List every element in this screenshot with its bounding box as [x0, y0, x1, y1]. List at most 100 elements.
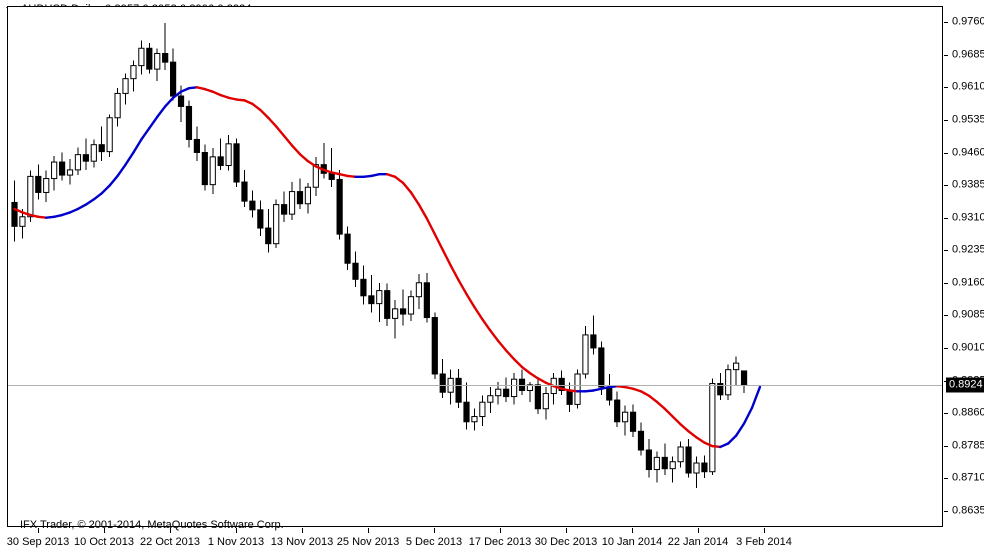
- candle-bearish: [281, 204, 288, 215]
- price-tick-label: 0.9385: [952, 178, 984, 191]
- price-axis[interactable]: 0.9760 0.9685 0.9610 0.9535 0.9460 0.9385 0.93…: [944, 6, 984, 527]
- ma-segment-falling: [401, 181, 413, 194]
- candle-bearish: [685, 446, 692, 474]
- candle-bearish: [566, 390, 573, 405]
- candle-bullish: [19, 216, 26, 227]
- candle-bearish: [257, 209, 264, 229]
- ma-segment-rising: [750, 385, 762, 410]
- candle-bullish: [582, 334, 589, 375]
- ma-segment-falling: [21, 211, 32, 217]
- price-tick-mark: [944, 119, 948, 121]
- ma-segment-falling: [409, 191, 421, 206]
- price-tick-label: 0.8860: [952, 406, 984, 419]
- ma-segment-rising: [108, 174, 119, 187]
- ma-segment-falling: [203, 87, 214, 93]
- candle-bearish: [637, 430, 645, 451]
- candle-bearish: [162, 52, 169, 63]
- ma-segment-rising: [742, 406, 754, 425]
- candle-bearish: [98, 144, 105, 153]
- ma-segment-falling: [322, 168, 333, 174]
- ma-segment-falling: [29, 213, 40, 218]
- candle-bullish: [407, 296, 415, 315]
- ma-segment-falling: [282, 134, 294, 147]
- price-tick-mark: [944, 413, 948, 415]
- ma-segment-rising: [52, 213, 64, 218]
- ma-segment-falling: [703, 441, 714, 448]
- candle-bearish: [455, 377, 462, 403]
- candle-bullish: [288, 191, 296, 215]
- ma-segment-falling: [441, 248, 452, 267]
- candle-bearish: [58, 161, 66, 176]
- ma-segment-falling: [267, 116, 278, 128]
- date-tick-label: 25 Nov 2013: [336, 536, 400, 548]
- price-tick-mark: [944, 478, 948, 480]
- chart-plot-frame[interactable]: IFX Trader, © 2001-2014, MetaQuotes Soft…: [7, 6, 943, 531]
- candle-bearish: [740, 370, 748, 386]
- ma-segment-rising: [584, 389, 595, 393]
- ma-segment-falling: [568, 389, 579, 393]
- ma-segment-falling: [251, 102, 262, 112]
- price-tick-mark: [944, 282, 948, 284]
- candle-bearish: [503, 388, 510, 398]
- ma-segment-falling: [227, 96, 238, 101]
- ma-segment-falling: [330, 171, 341, 176]
- candle-bearish: [360, 278, 367, 297]
- candle-bearish: [661, 456, 668, 470]
- candle-bearish: [201, 151, 208, 186]
- price-tick-mark: [944, 445, 948, 447]
- price-tick-mark: [944, 152, 948, 154]
- ma-segment-falling: [393, 175, 405, 185]
- date-tick-mark: [566, 528, 567, 533]
- ma-segment-falling: [298, 153, 310, 163]
- ma-segment-rising: [68, 207, 80, 214]
- candle-bearish: [614, 399, 621, 423]
- ma-segment-falling: [528, 371, 540, 380]
- candle-bullish: [653, 456, 660, 471]
- candle-bearish: [352, 262, 359, 280]
- candle-bullish: [122, 78, 129, 94]
- ma-segment-falling: [433, 232, 444, 251]
- ma-segment-rising: [156, 105, 167, 119]
- copyright-watermark: IFX Trader, © 2001-2014, MetaQuotes Soft…: [20, 519, 284, 531]
- chart-plot-area[interactable]: [8, 7, 942, 526]
- ma-segment-rising: [84, 198, 96, 206]
- ma-segment-falling: [671, 415, 682, 426]
- price-tick-label: 0.9160: [952, 276, 984, 289]
- ma-segment-falling: [647, 394, 659, 403]
- ma-segment-falling: [655, 400, 666, 410]
- candle-bullish: [304, 186, 312, 205]
- ma-segment-falling: [552, 384, 563, 390]
- ma-segment-falling: [695, 436, 706, 444]
- candle-bullish: [273, 204, 280, 245]
- date-tick-label: 30 Dec 2013: [534, 536, 598, 548]
- date-tick-mark: [698, 528, 699, 533]
- price-tick-mark: [944, 54, 948, 56]
- ma-segment-rising: [116, 163, 127, 178]
- current-price-label: 0.8924: [946, 377, 984, 393]
- ma-segment-rising: [171, 90, 183, 99]
- candle-bearish: [35, 175, 42, 193]
- candle-bearish: [629, 411, 637, 432]
- ma-segment-falling: [504, 349, 516, 361]
- candle-bullish: [495, 388, 502, 397]
- ma-segment-rising: [76, 203, 88, 211]
- ma-segment-falling: [615, 384, 627, 389]
- candle-bearish: [296, 191, 304, 205]
- date-tick-label: 10 Oct 2013: [74, 536, 134, 548]
- date-axis[interactable]: 30 Sep 2013 10 Oct 2013 22 Oct 2013 1 Nov 2…: [7, 528, 943, 556]
- candle-bullish: [709, 383, 716, 473]
- candle-bullish: [725, 369, 732, 396]
- price-tick-mark: [944, 250, 948, 252]
- ma-segment-rising: [100, 184, 111, 195]
- date-tick-label: 3 Feb 2014: [736, 536, 792, 548]
- ma-segment-rising: [132, 138, 143, 154]
- candle-bullish: [312, 164, 319, 188]
- date-tick-mark: [170, 528, 171, 533]
- candle-bearish: [241, 181, 248, 202]
- candle-bearish: [265, 227, 272, 245]
- date-tick-mark: [302, 528, 303, 533]
- candle-bullish: [90, 144, 97, 162]
- candle-bullish: [542, 393, 549, 410]
- ma-segment-rising: [727, 434, 738, 445]
- candle-bearish: [249, 200, 256, 211]
